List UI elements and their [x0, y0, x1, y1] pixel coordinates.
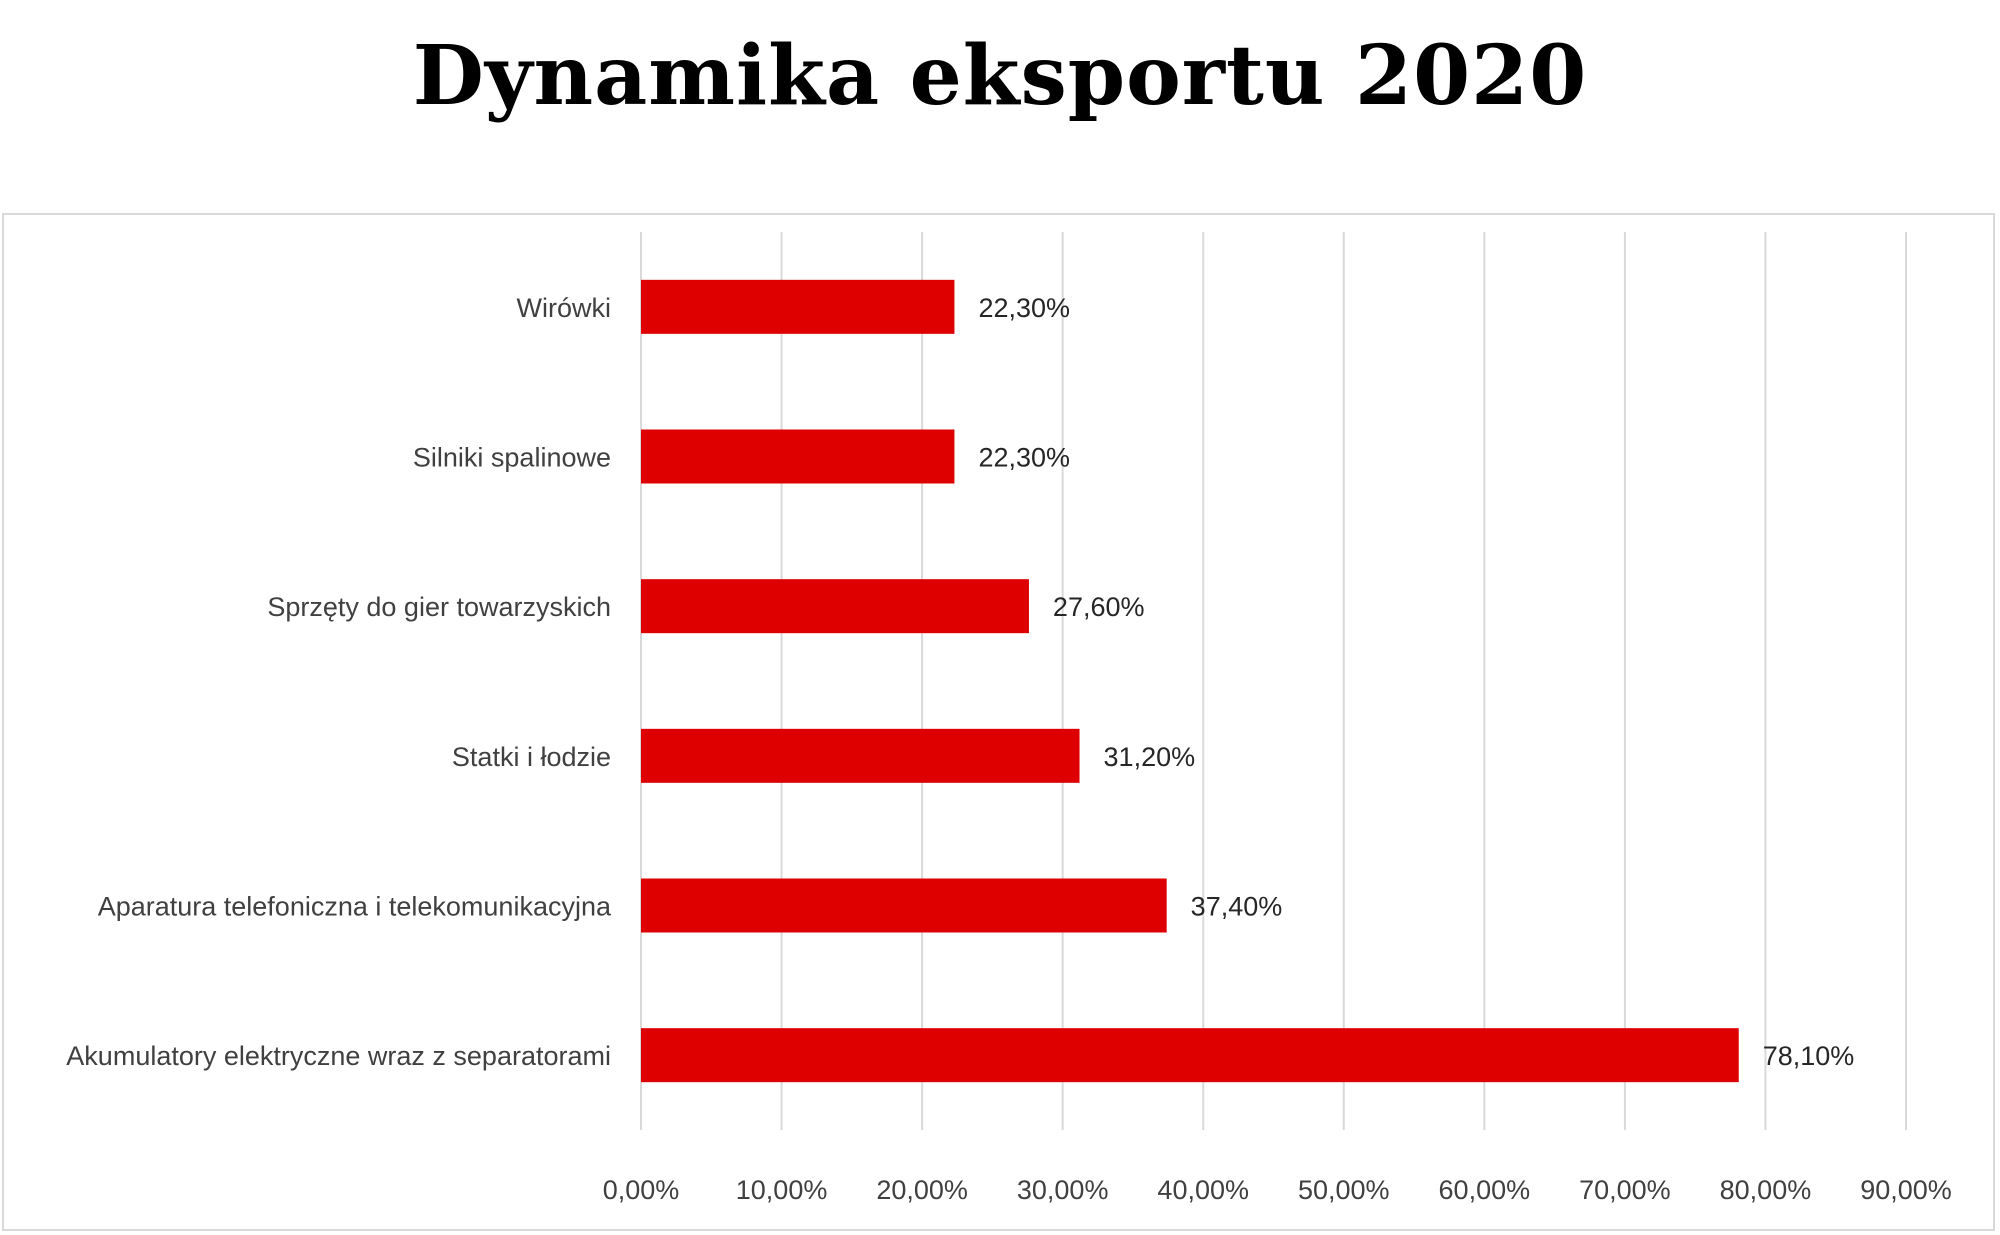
data-label: 27,60%: [1053, 592, 1145, 622]
x-tick-label: 20,00%: [876, 1175, 968, 1205]
x-tick-label: 30,00%: [1017, 1175, 1109, 1205]
x-tick-label: 70,00%: [1579, 1175, 1671, 1205]
data-label: 22,30%: [978, 443, 1070, 473]
data-label: 22,30%: [978, 293, 1070, 323]
bar: [641, 579, 1029, 634]
category-label: Wirówki: [517, 293, 612, 323]
x-tick-label: 0,00%: [603, 1175, 680, 1205]
x-tick-label: 40,00%: [1157, 1175, 1249, 1205]
chart-title: Dynamika eksportu 2020: [412, 28, 1588, 124]
bar: [641, 1028, 1739, 1083]
data-label: 31,20%: [1104, 742, 1196, 772]
category-label: Akumulatory elektryczne wraz z separator…: [66, 1041, 611, 1071]
x-tick-label: 10,00%: [736, 1175, 828, 1205]
x-tick-label: 90,00%: [1860, 1175, 1952, 1205]
category-label: Silniki spalinowe: [413, 443, 611, 473]
bar: [641, 429, 955, 484]
category-label: Sprzęty do gier towarzyskich: [267, 592, 611, 622]
category-label: Statki i łodzie: [452, 742, 611, 772]
x-tick-label: 80,00%: [1720, 1175, 1812, 1205]
category-label: Aparatura telefoniczna i telekomunikacyj…: [98, 892, 612, 922]
bar: [641, 728, 1080, 783]
x-tick-label: 50,00%: [1298, 1175, 1390, 1205]
data-label: 37,40%: [1191, 892, 1283, 922]
x-tick-label: 60,00%: [1439, 1175, 1531, 1205]
bar: [641, 878, 1167, 933]
data-label: 78,10%: [1763, 1041, 1855, 1071]
bar: [641, 279, 955, 334]
